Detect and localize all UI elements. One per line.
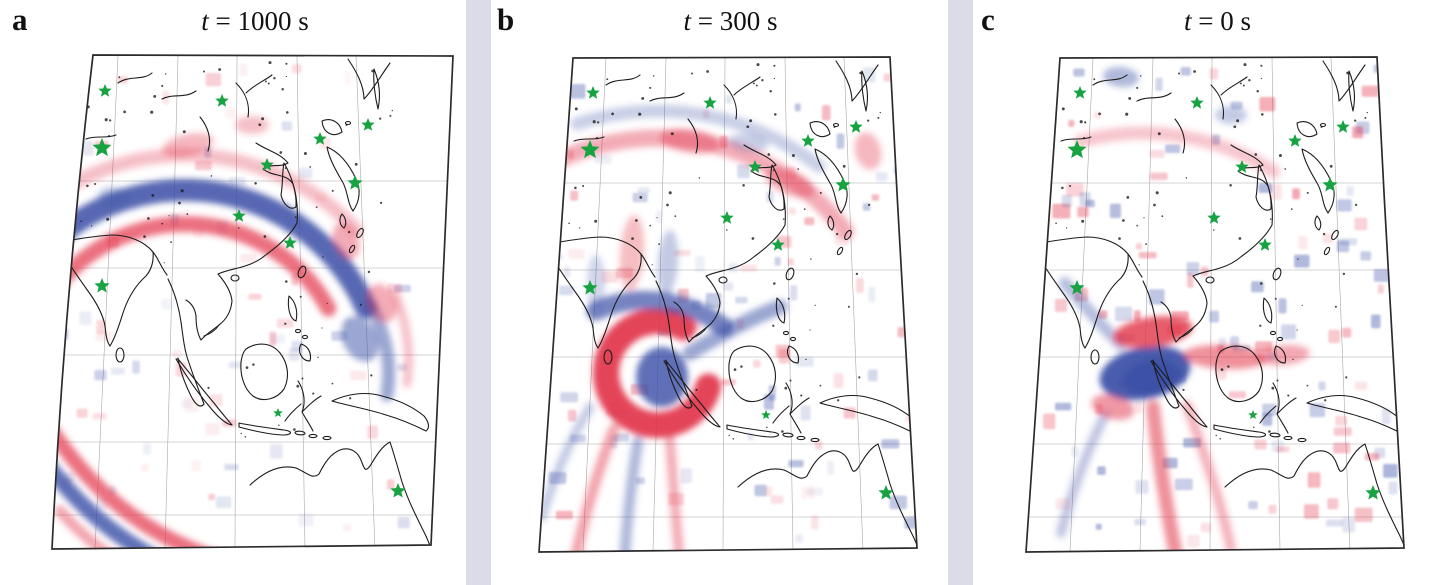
panel-title: t = 0 s bbox=[1025, 6, 1410, 37]
title-time-variable: t bbox=[1184, 6, 1192, 36]
panel-title: t = 1000 s bbox=[50, 6, 460, 37]
figure-panel: a t = 1000 s bbox=[0, 0, 466, 585]
figure-panel: b t = 300 s bbox=[491, 0, 948, 585]
panel-divider bbox=[466, 0, 491, 585]
panel-divider bbox=[948, 0, 973, 585]
wavefield-map bbox=[51, 54, 454, 550]
panel-label: a bbox=[12, 2, 28, 37]
title-time-value: = 1000 s bbox=[208, 6, 309, 36]
panel-label: c bbox=[981, 2, 995, 37]
wavefield-map bbox=[1025, 56, 1405, 553]
title-time-value: = 0 s bbox=[1191, 6, 1251, 36]
title-time-variable: t bbox=[683, 6, 692, 36]
title-time-value: = 300 s bbox=[691, 6, 778, 36]
figure-panel: c t = 0 s bbox=[973, 0, 1443, 585]
panel-title: t = 300 s bbox=[538, 6, 923, 37]
wavefield-map bbox=[538, 56, 918, 553]
panel-label: b bbox=[497, 2, 515, 37]
title-time-variable: t bbox=[201, 6, 209, 36]
